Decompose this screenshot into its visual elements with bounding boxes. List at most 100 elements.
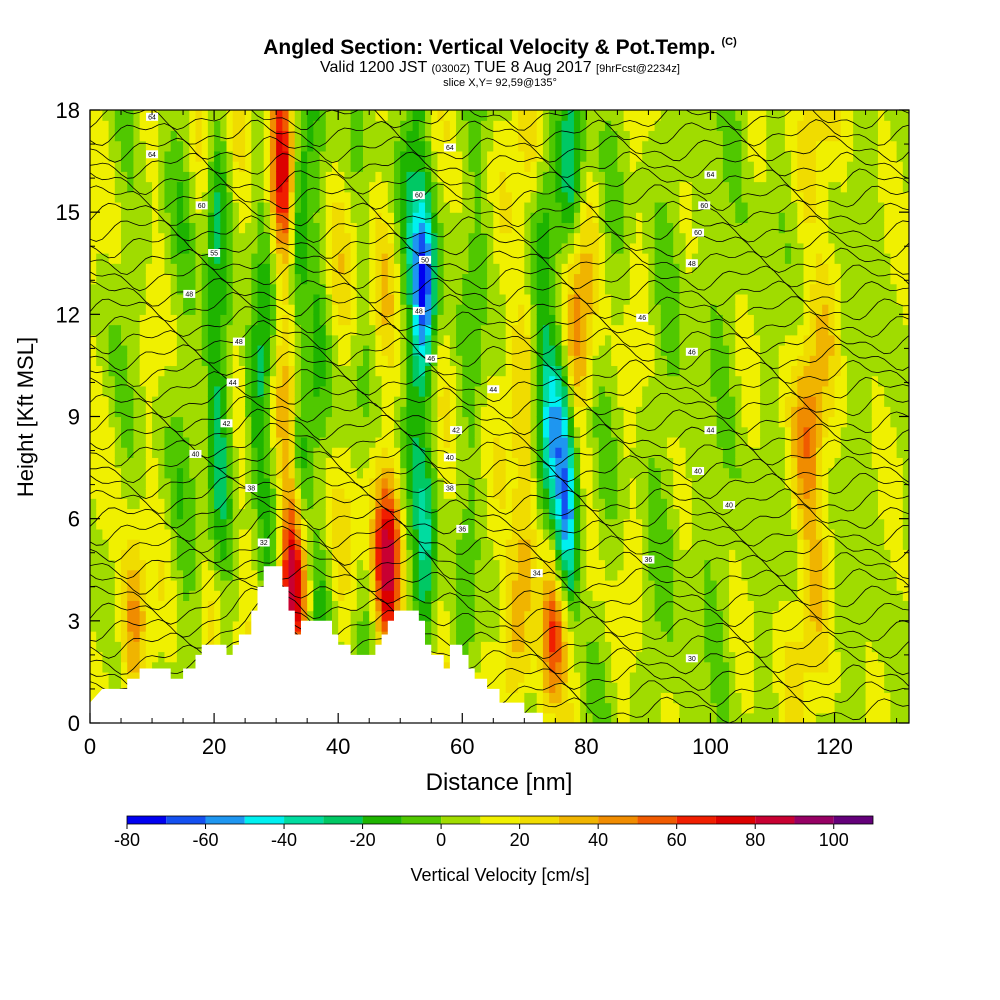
theta-label: 60 (198, 203, 206, 210)
y-tick-label: 12 (56, 302, 80, 327)
theta-label: 50 (421, 257, 429, 264)
theta-label: 42 (452, 428, 460, 435)
isentrope-line (90, 215, 909, 244)
colorbar-swatch (244, 816, 285, 824)
theta-label: 64 (446, 145, 454, 152)
colorbar-tick-label: -20 (350, 830, 376, 850)
isentrope-line (90, 395, 909, 436)
theta-label-bg (183, 289, 196, 298)
theta-label: 44 (229, 380, 237, 387)
isentrope-line (90, 261, 909, 292)
isentrope-line (90, 110, 909, 131)
isentrope-line (90, 578, 909, 628)
colorbar-swatch (519, 816, 559, 824)
theta-label: 48 (235, 339, 243, 346)
isentrope-line (90, 231, 909, 259)
chart-title: Angled Section: Vertical Velocity & Pot.… (0, 36, 1000, 60)
forecast-info: [9hrFcst@2234z] (596, 63, 680, 75)
colorbar-tick-label: 60 (667, 830, 687, 850)
x-tick-label: 40 (326, 734, 350, 759)
colorbar-swatch (323, 816, 363, 824)
isentrope-line (90, 510, 909, 564)
y-tick-label: 9 (68, 405, 80, 430)
isentrope-line (90, 246, 909, 275)
velocity-field (90, 110, 909, 723)
theta-label-bg (208, 249, 221, 258)
colorbar-swatch (715, 816, 756, 824)
y-axis-label: Height [Kft MSL] (13, 337, 38, 497)
theta-label: 48 (185, 291, 193, 298)
colorbar-swatch (480, 816, 520, 824)
chart-title-text: Angled Section: Vertical Velocity & Pot.… (263, 36, 716, 59)
colorbar-swatch (676, 816, 716, 824)
theta-label-bg (425, 354, 438, 363)
valid-time: Valid 1200 JST (0300Z) TUE 8 Aug 2017 [9… (0, 59, 1000, 77)
colorbar-tick-label: -40 (271, 830, 297, 850)
theta-label-bg (189, 449, 202, 458)
theta-label-bg (443, 143, 456, 152)
theta-label: 60 (694, 230, 702, 237)
theta-label-bg (456, 524, 469, 533)
theta-label-bg (530, 569, 543, 578)
theta-label-bg (195, 201, 208, 210)
isentrope-line (90, 369, 909, 403)
theta-label-bg (146, 112, 159, 121)
theta-label: 48 (415, 308, 423, 315)
theta-label: 36 (645, 557, 653, 564)
colorbar-swatch (637, 816, 677, 824)
theta-label-bg (443, 484, 456, 493)
theta-label: 34 (533, 571, 541, 578)
isentrope-line (90, 384, 909, 420)
colorbar-tick-label: 0 (436, 830, 446, 850)
theta-label-bg (245, 484, 258, 493)
theta-label: 64 (148, 152, 156, 159)
theta-label-bg (698, 201, 711, 210)
theta-label: 64 (148, 114, 156, 121)
theta-label-bg (723, 501, 736, 510)
theta-label-bg (487, 385, 500, 394)
theta-label: 44 (489, 387, 497, 394)
colorbar-label: Vertical Velocity [cm/s] (410, 865, 589, 885)
valid-time-utc: (0300Z) (431, 63, 471, 75)
isentrope-line (90, 476, 909, 516)
colorbar-swatch (401, 816, 442, 824)
theta-label-bg (232, 337, 245, 346)
colorbar-swatch (284, 816, 324, 824)
colorbar-swatch (441, 816, 481, 824)
isentrope-line (90, 422, 909, 467)
theta-label-bg (419, 255, 432, 264)
colorbar-tick-label: 20 (510, 830, 530, 850)
y-tick-label: 18 (56, 98, 80, 123)
valid-date: TUE 8 Aug 2017 (474, 59, 592, 76)
colorbar-tick-label: 40 (588, 830, 608, 850)
theta-label-bg (257, 538, 270, 547)
theta-label: 40 (192, 451, 200, 458)
y-tick-label: 3 (68, 609, 80, 634)
colorbar-swatch (794, 816, 834, 824)
theta-label: 55 (210, 251, 218, 258)
colorbar-swatch (755, 816, 795, 824)
theta-label: 48 (688, 261, 696, 268)
x-tick-label: 80 (574, 734, 598, 759)
isentrope-line (90, 525, 909, 580)
slice-info: slice X,Y= 92,59@135° (443, 77, 557, 89)
theta-label-bg (220, 419, 233, 428)
isentrope-line (90, 183, 909, 211)
theta-label-bg (412, 191, 425, 200)
theta-label: 64 (707, 172, 715, 179)
isentrope-line (90, 438, 909, 484)
x-tick-label: 20 (202, 734, 226, 759)
isentrope-line (90, 598, 909, 660)
theta-label-bg (685, 654, 698, 663)
colorbar-frame (126, 815, 874, 825)
isentrope-line (90, 351, 909, 387)
y-tick-label: 0 (68, 711, 80, 736)
isentrope-line (90, 320, 909, 356)
theta-label-bg (704, 426, 717, 435)
theta-label: 42 (223, 421, 231, 428)
colorbar-tick-label: 100 (819, 830, 849, 850)
isentrope-line (90, 151, 909, 180)
chart-title-suffix: (C) (721, 36, 737, 48)
theta-label-bg (412, 306, 425, 315)
theta-label: 46 (688, 349, 696, 356)
